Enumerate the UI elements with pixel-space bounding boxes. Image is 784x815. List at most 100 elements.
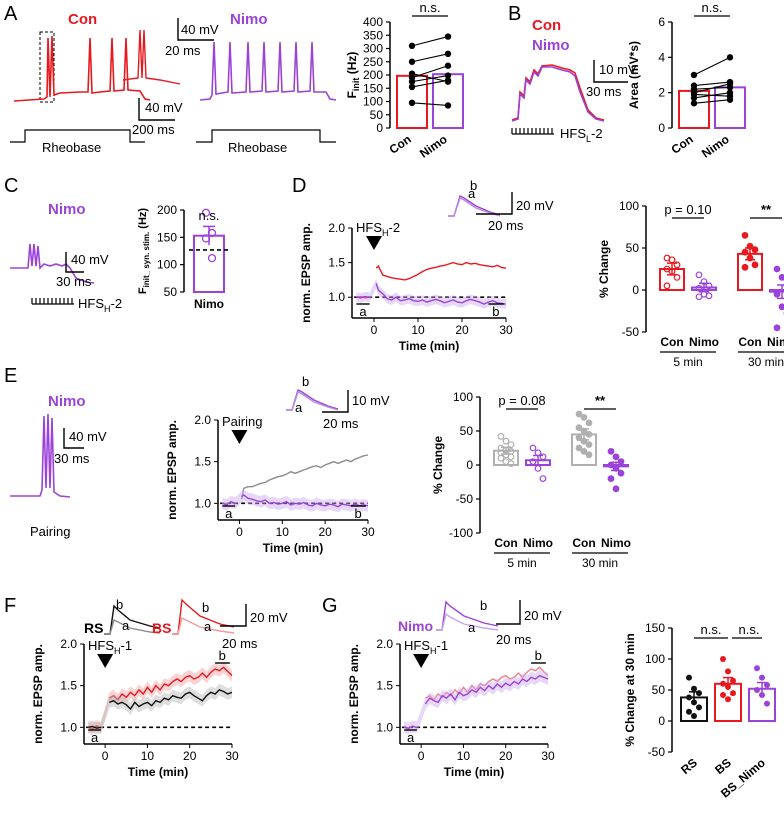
F_time-window-a-label: a xyxy=(91,730,99,745)
G_time-window-b-label: b xyxy=(535,648,542,663)
G_bar-point-1-0 xyxy=(720,656,726,662)
E_dot-y-label-4: 100 xyxy=(453,390,473,404)
e-nimo-label: Nimo xyxy=(48,393,86,410)
B_bar-pair-line-5 xyxy=(693,92,731,99)
G_time-x-label-0: 0 xyxy=(418,749,425,763)
A_bar-point-nimo-0 xyxy=(444,33,452,40)
E_time-x-label-2: 20 xyxy=(318,525,332,539)
G_time-y-label-1: 1.5 xyxy=(376,679,393,693)
G_bar-y-label-1: 0 xyxy=(658,714,665,728)
E_time-y-label-2: 2.0 xyxy=(194,413,211,427)
D_dot-point-1-3 xyxy=(695,284,703,292)
A_bar-sig-label: n.s. xyxy=(420,0,441,15)
f-epsp-inset: RS b a BS b a 20 mV 20 ms xyxy=(84,597,288,651)
e-pairing-label: Pairing xyxy=(30,524,70,539)
E_time-ylabel: norm. EPSP amp. xyxy=(165,420,179,520)
A_bar-point-con-6 xyxy=(408,99,416,107)
G_bar-point-0-1 xyxy=(691,685,697,692)
E_dot-point-3-1 xyxy=(612,453,620,461)
a-inset-scalebar xyxy=(177,18,214,41)
E_dot-point-1-4 xyxy=(534,465,542,472)
D_time-y-label-1: 1.5 xyxy=(328,256,345,270)
D_dot-cat-1: Nimo xyxy=(689,335,719,349)
B_bar-point-nimo-0 xyxy=(726,54,734,61)
e-v-scale-v: 40 mV xyxy=(69,429,107,444)
F_time-stim-label: HFSH-1 xyxy=(88,638,132,656)
f-inset-scalebar xyxy=(220,604,247,627)
D_dot-point-0-1 xyxy=(668,256,676,264)
F_time-ylabel: norm. EPSP amp. xyxy=(31,644,45,744)
B_bar-y-label-1: 2 xyxy=(658,86,665,100)
F_time-sem-band-0 xyxy=(88,661,232,735)
f-inset-scale-t: 20 ms xyxy=(222,636,258,651)
D_time-stim-label: HFSH-2 xyxy=(356,220,400,238)
E_time-window-b-label: b xyxy=(355,506,362,521)
G_bar-point-0-4 xyxy=(691,699,697,706)
a-zoom-box xyxy=(39,31,55,103)
C_bar-cat-0: Nimo xyxy=(194,297,224,311)
D_time-sem-band-1 xyxy=(356,278,506,309)
b-nimo-label: Nimo xyxy=(532,37,570,54)
A_bar-y-label-7: 350 xyxy=(363,28,383,42)
e-inset-a: a xyxy=(295,400,303,415)
A_bar-pair-line-0 xyxy=(411,36,449,47)
d-inset-scale-t: 20 ms xyxy=(488,218,524,233)
E_time-series-1-line-1 xyxy=(241,494,369,508)
E_time-sem-band-1 xyxy=(222,489,368,513)
c-nimo-label: Nimo xyxy=(48,201,86,218)
a-con-inset-trace xyxy=(122,29,181,85)
b-scale-t: 30 ms xyxy=(586,84,622,99)
A_bar-point-nimo-1 xyxy=(444,50,452,57)
E_dot-point-2-8 xyxy=(585,441,593,449)
a-con-label: Con xyxy=(68,11,97,28)
A_bar-pair-line-5 xyxy=(411,79,449,88)
C_bar-y-label-0: 50 xyxy=(164,285,178,299)
E_dot-point-1-5 xyxy=(539,475,547,483)
panel-letter-b: B xyxy=(508,3,521,25)
B_bar-y-label-2: 4 xyxy=(658,50,665,64)
E_dot-cat-3: Nimo xyxy=(601,536,631,550)
D_dot-point-0-5 xyxy=(673,274,681,281)
E_dot-period-0: 5 min xyxy=(507,556,536,570)
E_dot-cat-2: Con xyxy=(572,536,595,550)
E_dot-period-1: 30 min xyxy=(582,556,618,570)
A_bar-y-label-1: 50 xyxy=(370,108,384,122)
G_bar-point-0-7 xyxy=(691,713,697,720)
G_bar-point-0-0 xyxy=(686,674,692,681)
g-inset-scale-t: 20 ms xyxy=(496,632,532,647)
D_dot-ylabel: % Change xyxy=(597,240,611,298)
E_dot-point-3-3 xyxy=(607,461,615,469)
A_bar-y-label-2: 100 xyxy=(363,95,383,109)
D_time-x-label-1: 10 xyxy=(411,323,425,337)
E_time-window-a-label: a xyxy=(225,506,233,521)
G_bar-point-0-5 xyxy=(696,704,702,711)
E_dot-point-2-6 xyxy=(575,434,583,442)
A_bar-point-con-1 xyxy=(408,58,416,65)
E_dot-point-2-10 xyxy=(580,448,588,455)
A_bar-pair-line-2 xyxy=(411,73,449,83)
e-inset-b: b xyxy=(302,374,309,389)
D_dot-sig-label-1: ** xyxy=(761,202,772,217)
f-inset-rs-b-label: b xyxy=(116,597,123,612)
A_bar-y-label-3: 150 xyxy=(363,81,383,95)
B_bar-pair-line-0 xyxy=(693,56,731,76)
g-inset-scalebar xyxy=(496,600,521,625)
E_dot-point-2-5 xyxy=(585,431,593,438)
D_dot-point-3-0 xyxy=(773,265,781,273)
a-con-trace xyxy=(13,35,151,102)
A_bar-y-label-8: 400 xyxy=(363,15,383,29)
C_bar-point-3 xyxy=(207,253,217,263)
G_bar-y-label-3: 100 xyxy=(645,652,665,666)
chart-d-timecourse: 0 10 20 30 1.0 1.5 2.0 a b HFSH-2 Time (min) norm. … xyxy=(299,220,513,353)
D_dot-point-2-3 xyxy=(741,248,749,256)
E_dot-y-label-2: 0 xyxy=(466,458,473,472)
D_dot-point-3-4 xyxy=(778,303,784,311)
f-inset-rs-a xyxy=(104,618,161,635)
A_bar-pair-line-1 xyxy=(411,53,449,63)
g-inset-scale-v: 20 mV xyxy=(524,608,562,623)
b-con-trace xyxy=(511,64,605,121)
A_bar-cat-0: Con xyxy=(387,132,414,157)
g-epsp-inset: Nimo b a 20 mV 20 ms xyxy=(398,598,562,647)
D_dot-cat-2: Con xyxy=(738,335,761,349)
